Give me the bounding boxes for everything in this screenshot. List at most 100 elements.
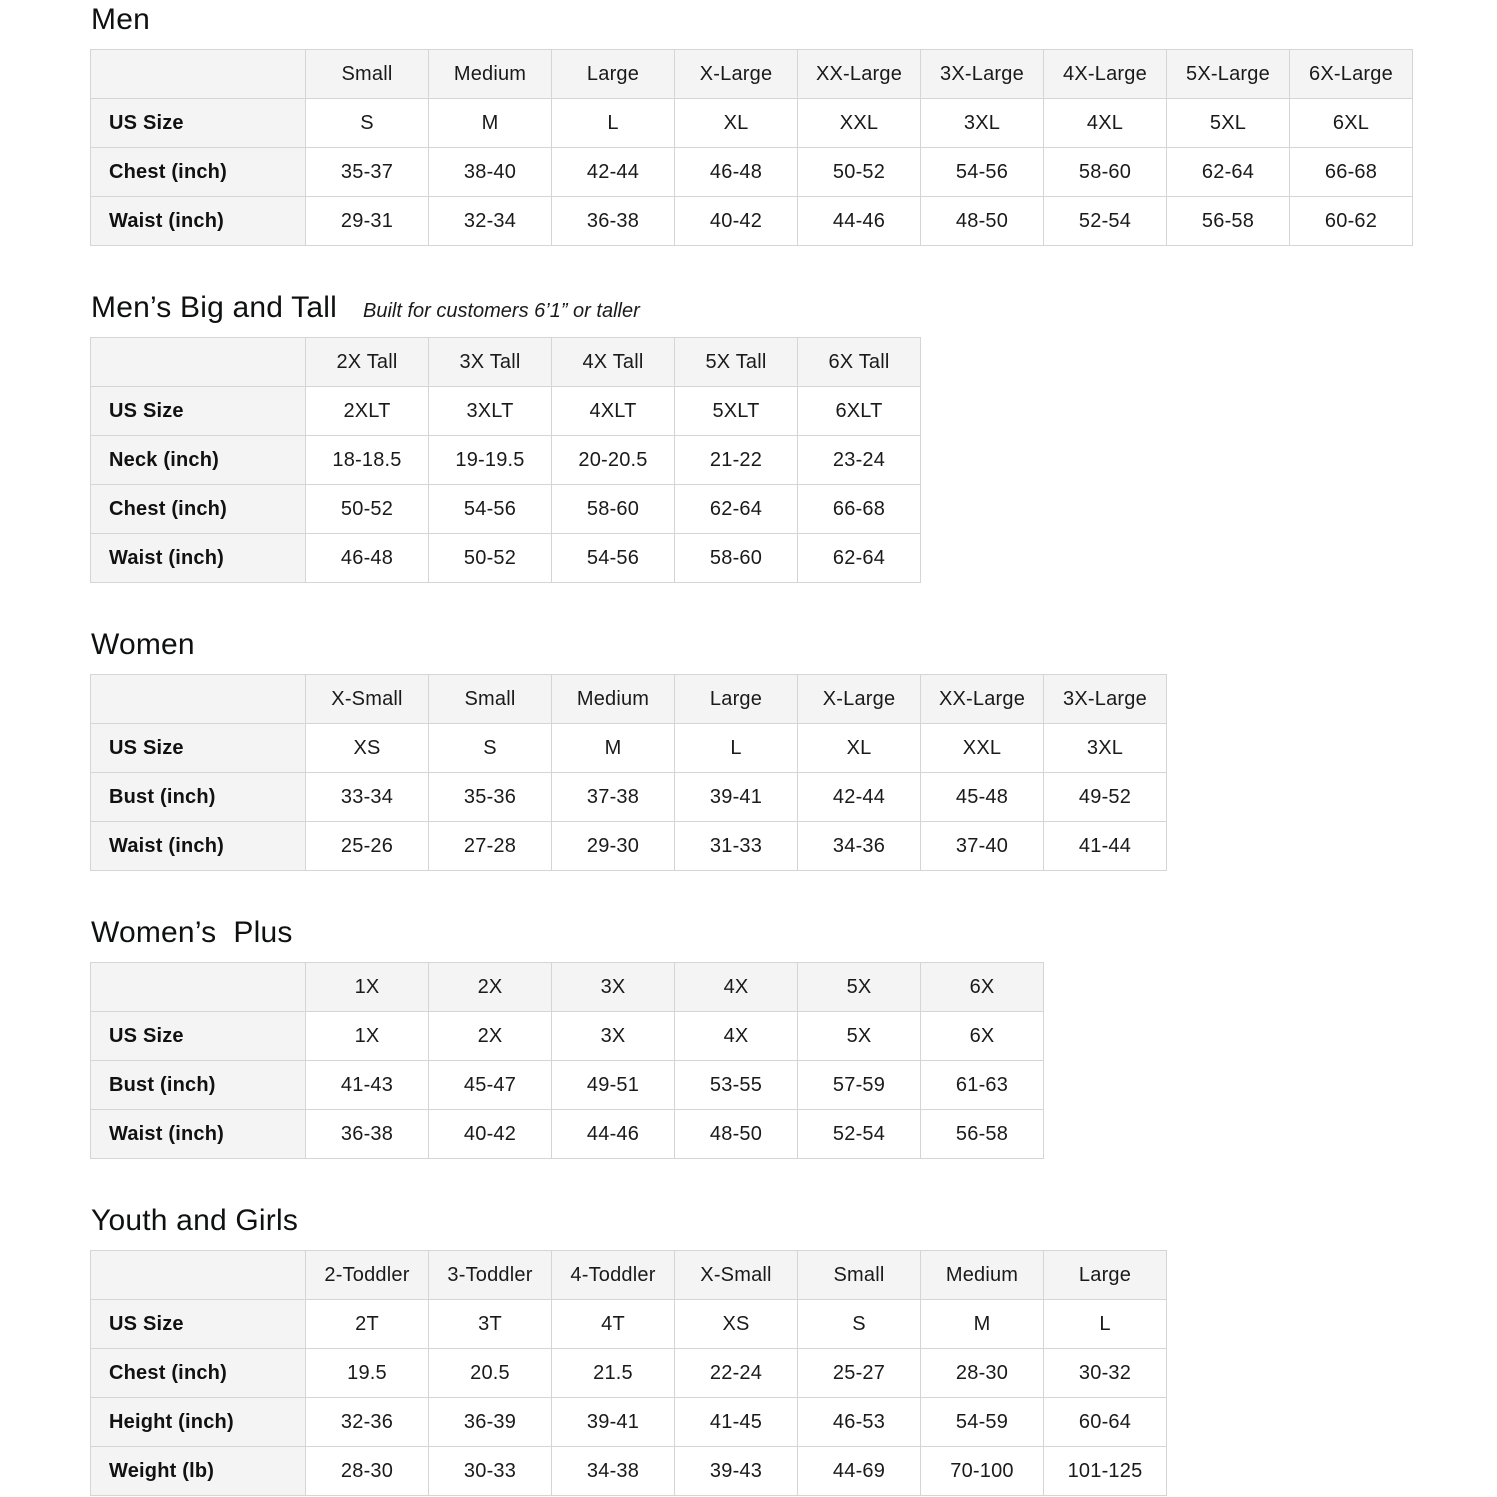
row-label: Height (inch) [90,1397,306,1447]
column-header: 2X Tall [305,337,429,387]
column-header: 4X Tall [551,337,675,387]
value-cell: 34-36 [797,821,921,871]
value-cell: 44-46 [551,1109,675,1159]
value-cell: 41-44 [1043,821,1167,871]
size-table: 2-Toddler 3-Toddler 4-Toddler X-Small Small M… [90,1250,1167,1496]
value-cell: 62-64 [674,484,798,534]
value-cell: 60-64 [1043,1397,1167,1447]
value-cell: 32-34 [428,196,552,246]
value-cell: 54-59 [920,1397,1044,1447]
value-cell: 44-46 [797,196,921,246]
value-cell: 1X [305,1011,429,1061]
table-row: Waist (inch) 36-38 40-42 44-46 48-50 52-54 56-… [90,1109,1044,1159]
value-cell: 4XLT [551,386,675,436]
value-cell: 5XL [1166,98,1290,148]
value-cell: 35-36 [428,772,552,822]
section-title: Men [91,3,150,36]
column-header: Large [551,49,675,99]
table-row: Waist (inch) 29-31 32-34 36-38 40-42 44-46 48-… [90,196,1413,246]
column-header: 5X Tall [674,337,798,387]
value-cell: XS [305,723,429,773]
value-cell: 54-56 [920,147,1044,197]
value-cell: 22-24 [674,1348,798,1398]
value-cell: 58-60 [674,533,798,583]
value-cell: 2X [428,1011,552,1061]
table-row: US Size 2XLT 3XLT 4XLT 5XLT 6XLT [90,386,921,436]
row-label: Chest (inch) [90,484,306,534]
size-table: 2X Tall 3X Tall 4X Tall 5X Tall 6X Tall US Si… [90,337,921,583]
value-cell: 53-55 [674,1060,798,1110]
section-title-row: Men’s Big and Tall Built for customers 6… [91,290,1497,326]
value-cell: 30-33 [428,1446,552,1496]
value-cell: 36-38 [305,1109,429,1159]
size-chart-section: Women’s Plus 1X 2X 3X 4X 5X 6X US Size 1X 2X 3X 4X… [90,915,1497,1159]
column-header: X-Small [305,674,429,724]
value-cell: L [1043,1299,1167,1349]
table-row: Weight (lb) 28-30 30-33 34-38 39-43 44-69 70-1… [90,1446,1167,1496]
value-cell: 3XLT [428,386,552,436]
column-header: Medium [920,1250,1044,1300]
value-cell: 66-68 [1289,147,1413,197]
column-header: 6X [920,962,1044,1012]
column-header: 3X-Large [920,49,1044,99]
column-header: 3-Toddler [428,1250,552,1300]
table-row: Neck (inch) 18-18.5 19-19.5 20-20.5 21-22 23-… [90,435,921,485]
value-cell: 28-30 [305,1446,429,1496]
value-cell: 52-54 [1043,196,1167,246]
value-cell: 61-63 [920,1060,1044,1110]
section-title-row: Men [91,2,1497,38]
column-header: 6X-Large [1289,49,1413,99]
row-label: US Size [90,723,306,773]
value-cell: M [428,98,552,148]
table-row: Chest (inch) 50-52 54-56 58-60 62-64 66-68 [90,484,921,534]
value-cell: 50-52 [428,533,552,583]
value-cell: 58-60 [551,484,675,534]
value-cell: 21.5 [551,1348,675,1398]
row-label: Waist (inch) [90,1109,306,1159]
value-cell: 34-38 [551,1446,675,1496]
table-header-row: 1X 2X 3X 4X 5X 6X [90,962,1044,1012]
size-chart-section: Men’s Big and Tall Built for customers 6… [90,290,1497,583]
section-title-row: Women [91,627,1497,663]
table-row: Height (inch) 32-36 36-39 39-41 41-45 46-53 54… [90,1397,1167,1447]
value-cell: 6XLT [797,386,921,436]
column-header: XX-Large [797,49,921,99]
size-chart-section: Women X-Small Small Medium Large X-Large XX-L… [90,627,1497,871]
table-row: Waist (inch) 25-26 27-28 29-30 31-33 34-36 37-… [90,821,1167,871]
value-cell: 42-44 [797,772,921,822]
value-cell: 48-50 [674,1109,798,1159]
size-chart-section: Youth and Girls 2-Toddler 3-Toddler 4-Todd… [90,1203,1497,1496]
row-label: Chest (inch) [90,1348,306,1398]
table-row: US Size S M L XL XXL 3XL 4XL 5XL 6XL [90,98,1413,148]
value-cell: 62-64 [1166,147,1290,197]
section-title: Youth and Girls [91,1204,299,1237]
value-cell: S [305,98,429,148]
value-cell: 56-58 [1166,196,1290,246]
column-header: 5X [797,962,921,1012]
row-label: US Size [90,1011,306,1061]
value-cell: 57-59 [797,1060,921,1110]
value-cell: 54-56 [428,484,552,534]
value-cell: 52-54 [797,1109,921,1159]
column-header: X-Large [797,674,921,724]
value-cell: S [428,723,552,773]
value-cell: 46-48 [674,147,798,197]
table-row: Bust (inch) 41-43 45-47 49-51 53-55 57-59 61-6… [90,1060,1044,1110]
value-cell: 3XL [1043,723,1167,773]
value-cell: 2T [305,1299,429,1349]
value-cell: 41-43 [305,1060,429,1110]
value-cell: 20-20.5 [551,435,675,485]
value-cell: XL [674,98,798,148]
row-label: Weight (lb) [90,1446,306,1496]
value-cell: XL [797,723,921,773]
value-cell: XS [674,1299,798,1349]
value-cell: 39-43 [674,1446,798,1496]
value-cell: 3T [428,1299,552,1349]
value-cell: L [674,723,798,773]
value-cell: 19.5 [305,1348,429,1398]
value-cell: 48-50 [920,196,1044,246]
value-cell: S [797,1299,921,1349]
value-cell: XXL [920,723,1044,773]
value-cell: 28-30 [920,1348,1044,1398]
value-cell: 54-56 [551,533,675,583]
